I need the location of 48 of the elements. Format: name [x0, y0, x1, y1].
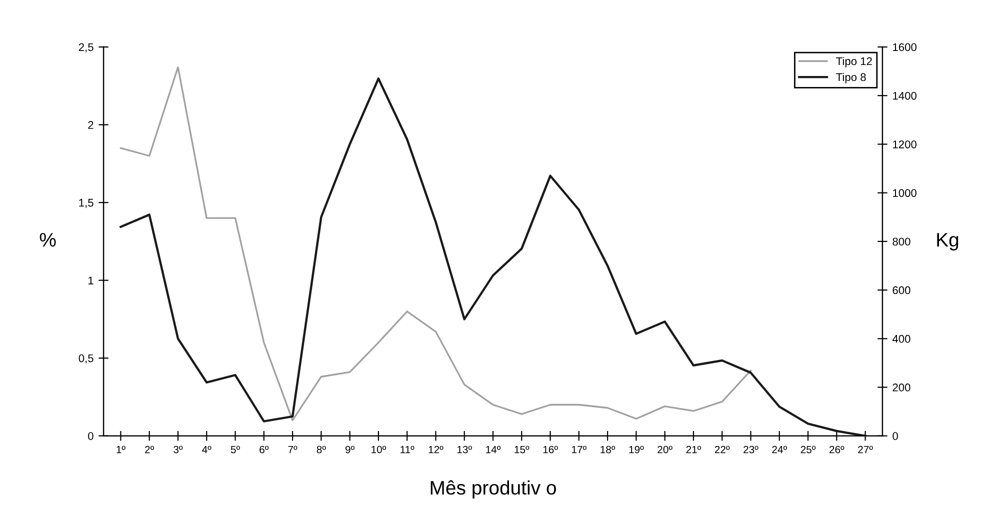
x-tick-label: 23º	[744, 446, 758, 454]
x-tick-label: 3º	[174, 446, 183, 454]
y2-tick-label: 200	[892, 384, 910, 392]
x-tick-label: 9º	[346, 446, 354, 454]
x-tick-label: 27º	[858, 446, 873, 454]
y-axis-title: %	[40, 232, 56, 247]
y-tick-label: 0	[88, 432, 94, 440]
x-tick-label: 4º	[202, 446, 212, 454]
x-tick-label: 22º	[714, 446, 730, 454]
y2-tick-label: 1200	[893, 140, 916, 148]
x-tick-label: 24º	[772, 446, 787, 454]
x-tick-label: 17º	[572, 446, 586, 454]
y-tick-label: 1,5	[79, 198, 94, 208]
x-tick-label: 8º	[316, 446, 326, 454]
x-tick-label: 12º	[428, 446, 444, 454]
x-tick-label: 16º	[543, 446, 558, 454]
y2-tick-label: 400	[892, 334, 910, 343]
x-tick-label: 5º	[230, 446, 240, 454]
y2-tick-label: 800	[892, 238, 910, 246]
x-tick-label: 21º	[686, 446, 702, 454]
y-tick-label: 0,5	[78, 354, 94, 364]
x-tick-label: 14º	[486, 446, 501, 454]
x-tick-label: 19º	[629, 446, 644, 454]
y2-tick-label: 0	[892, 432, 898, 440]
x-tick-label: 26º	[829, 446, 844, 454]
y2-tick-label: 600	[892, 286, 910, 294]
x-tick-label: 2º	[145, 446, 154, 454]
y-tick-label: 2,5	[78, 43, 94, 52]
y2-tick-label: 1600	[893, 43, 916, 52]
legend-label: Tipo 8	[836, 72, 866, 84]
y2-tick-label: 1000	[893, 189, 916, 197]
y2-tick-label: 1400	[893, 92, 916, 100]
x-tick-label: 7º	[288, 446, 298, 454]
x-tick-label: 11º	[400, 446, 414, 454]
x-tick-label: 20º	[658, 446, 672, 454]
x-tick-label: 15º	[514, 446, 530, 454]
y-tick-label: 2	[88, 121, 94, 129]
x-axis-title: Mês produtiv o	[430, 480, 556, 498]
x-tick-label: 10º	[372, 446, 386, 454]
x-tick-label: 6º	[260, 446, 269, 454]
y-tick-label: 1	[88, 276, 94, 284]
y2-axis-title: Kg	[937, 233, 958, 250]
line-series	[120, 66, 752, 422]
x-tick-label: 1º	[116, 446, 126, 454]
x-tick-label: 18º	[600, 446, 616, 454]
x-tick-label: 25º	[800, 446, 816, 454]
legend-label: Tipo 12	[836, 56, 872, 68]
x-tick-label: 13º	[457, 446, 472, 454]
